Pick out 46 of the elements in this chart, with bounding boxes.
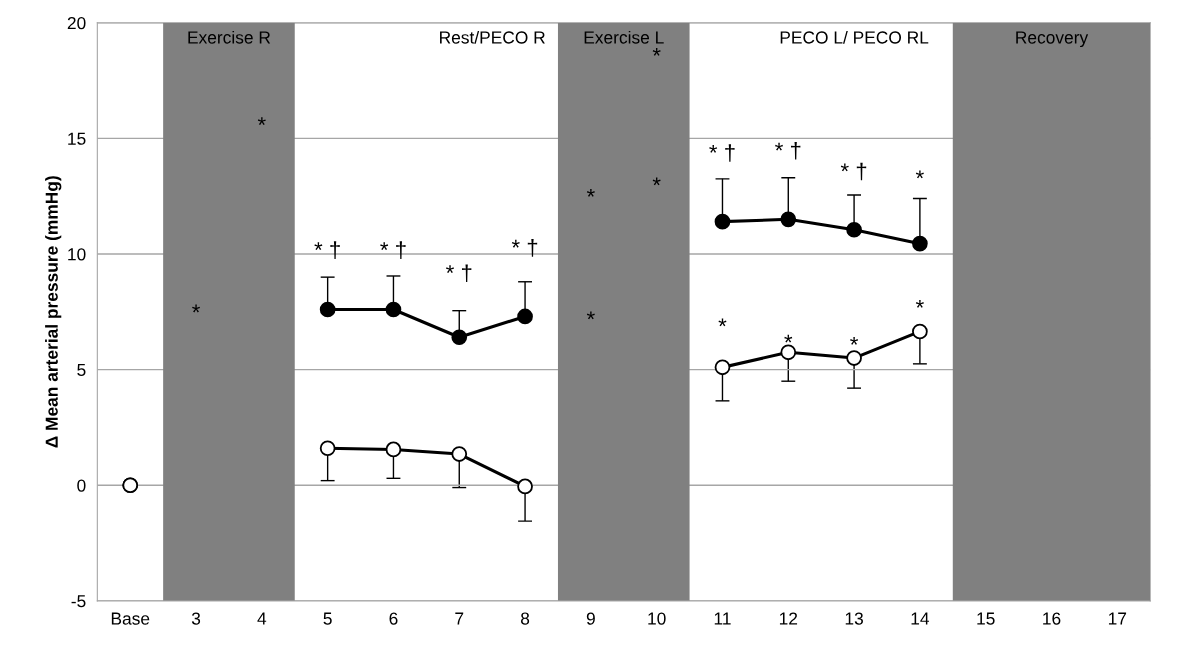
x-tick-label: 12 xyxy=(779,612,798,625)
x-tick-label: 14 xyxy=(911,612,930,625)
annotation: * † xyxy=(709,144,735,162)
x-tick-label: 4 xyxy=(257,612,267,625)
y-tick-label: 0 xyxy=(77,479,86,492)
annotation: * xyxy=(652,47,661,56)
x-tick-label: 15 xyxy=(977,612,995,625)
x-tick-label: 8 xyxy=(520,612,530,625)
annotation: * † xyxy=(314,241,340,259)
x-tick-label: 5 xyxy=(323,612,332,625)
x-tick-label: 9 xyxy=(586,612,595,625)
annotation: * xyxy=(718,318,727,327)
x-tick-label: 13 xyxy=(845,612,863,625)
y-tick-label: 10 xyxy=(68,248,86,261)
x-tick-label: Base xyxy=(111,612,150,625)
annotation: * xyxy=(850,336,859,345)
annotation: * † xyxy=(511,239,538,257)
x-tick-label: 17 xyxy=(1108,612,1127,625)
annotation: * xyxy=(652,177,661,186)
annotation: * † xyxy=(775,141,801,160)
annotation: Rest/PECO R xyxy=(440,30,545,44)
annotation: * xyxy=(586,311,595,320)
annotation: * † xyxy=(446,264,472,283)
annotation: PECO L/ PECO RL xyxy=(780,30,929,44)
annotation: * xyxy=(257,117,266,126)
x-tick-label: 16 xyxy=(1043,612,1061,625)
x-tick-label: 3 xyxy=(191,612,201,625)
x-tick-label: 10 xyxy=(648,612,666,625)
annotation: * † xyxy=(380,241,406,259)
annotation: * xyxy=(915,170,924,179)
y-tick-label: 20 xyxy=(67,16,86,30)
y-axis-title: Δ Mean arterial pressure (mmHg) xyxy=(45,176,62,448)
annotation: * † xyxy=(840,162,867,181)
annotation: * xyxy=(192,304,201,313)
y-tick-label: 15 xyxy=(68,132,86,145)
y-tick-label: 5 xyxy=(77,363,86,377)
x-tick-label: 7 xyxy=(455,612,464,625)
annotation: * xyxy=(586,188,595,197)
y-tick-label: -5 xyxy=(71,595,86,608)
x-tick-label: 6 xyxy=(389,612,398,625)
annotation: * xyxy=(784,334,793,343)
band-label: Exercise L xyxy=(584,30,664,44)
annotation: * xyxy=(915,299,924,308)
band-label: Recovery xyxy=(1016,31,1089,48)
x-tick-label: 11 xyxy=(714,612,731,625)
band-label: Exercise R xyxy=(188,30,271,44)
